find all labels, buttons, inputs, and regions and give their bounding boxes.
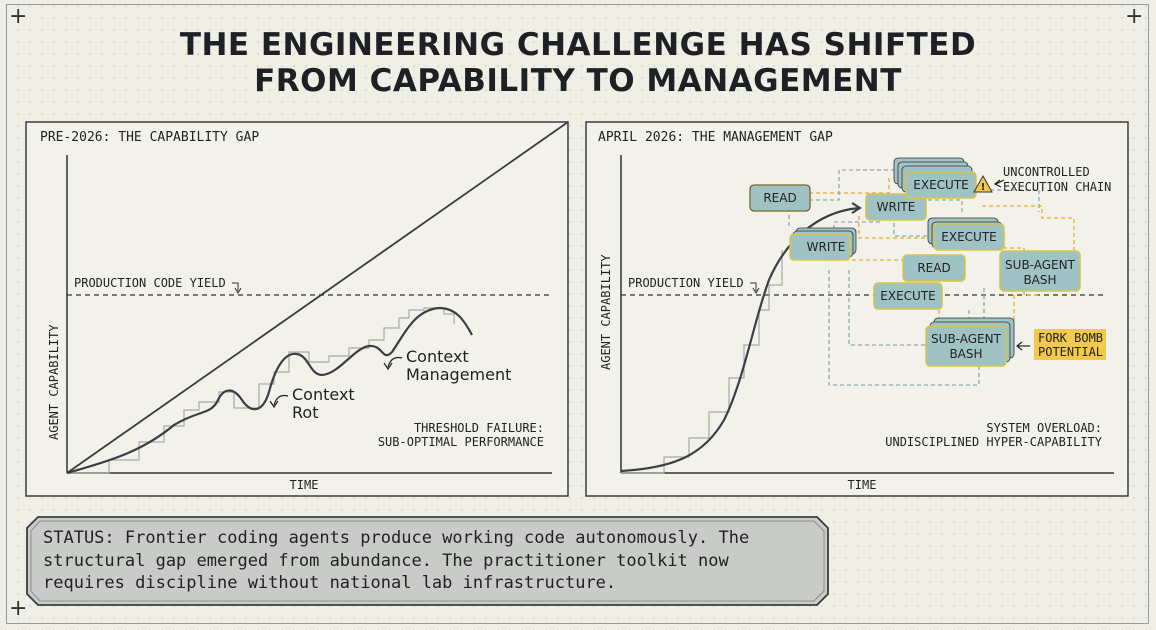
sub-agent-node-2: SUB-AGENT BASH xyxy=(925,317,1015,367)
right-panel: PRODUCTION YIELD READ xyxy=(585,121,1129,497)
y-axis-label: AGENT CAPABILITY xyxy=(599,254,613,370)
sub-optimal-label: SUB-OPTIMAL PERFORMANCE xyxy=(378,435,544,449)
svg-text:WRITE: WRITE xyxy=(877,200,916,214)
page-title-line-1: THE ENGINEERING CHALLENGE HAS SHIFTED xyxy=(179,27,977,63)
capability-curve xyxy=(66,306,473,475)
fork-bomb-highlight xyxy=(1034,329,1106,360)
page-title-line-2: FROM CAPABILITY TO MANAGEMENT xyxy=(254,63,902,99)
fork-bomb-label: FORK BOMB xyxy=(1038,331,1103,345)
hyper-capability-label: UNDISCIPLINED HYPER-CAPABILITY xyxy=(885,435,1103,449)
left-panel-title: PRE-2026: THE CAPABILITY GAP xyxy=(40,130,260,145)
write-node-1: WRITE xyxy=(789,227,857,261)
status-line-3: requires discipline without national lab… xyxy=(43,573,617,593)
status-text: STATUS: Frontier coding agents produce w… xyxy=(43,527,823,595)
svg-text:SUB-AGENT: SUB-AGENT xyxy=(931,332,1002,346)
context-management-label-2: Management xyxy=(406,365,511,384)
system-overload-label: SYSTEM OVERLOAD: xyxy=(986,421,1102,435)
corner-plus-mark: + xyxy=(1125,4,1144,29)
svg-text:READ: READ xyxy=(763,191,796,205)
threshold-failure-label: THRESHOLD FAILURE: xyxy=(414,421,544,435)
status-panel xyxy=(26,516,829,606)
uncontrolled-label: UNCONTROLLED xyxy=(1003,165,1090,179)
status-line-1: STATUS: Frontier coding agents produce w… xyxy=(43,528,750,548)
write-node-2: WRITE xyxy=(865,193,927,221)
corner-plus-mark: + xyxy=(9,596,28,621)
x-axis-label: TIME xyxy=(848,478,877,492)
execute-node-2: EXECUTE xyxy=(927,217,1005,251)
context-rot-label: Context xyxy=(292,385,355,404)
svg-text:EXECUTE: EXECUTE xyxy=(941,230,996,244)
context-management-label: Context xyxy=(406,347,469,366)
svg-text:!: ! xyxy=(981,182,986,193)
execute-node-1: EXECUTE xyxy=(893,157,977,199)
warning-icon: ! xyxy=(973,174,993,193)
status-line-2: structural gap emerged from abundance. T… xyxy=(43,550,729,571)
svg-text:BASH: BASH xyxy=(949,347,982,361)
threshold-label: PRODUCTION YIELD xyxy=(628,276,744,290)
svg-text:EXECUTE: EXECUTE xyxy=(880,289,935,303)
read-node-1: READ xyxy=(749,184,811,212)
execute-node-3: EXECUTE xyxy=(873,282,943,310)
context-management-arrow xyxy=(387,356,403,368)
read-node-2: READ xyxy=(902,254,966,282)
sub-agent-node-1: SUB-AGENT BASH xyxy=(999,250,1081,292)
corner-plus-mark: + xyxy=(9,4,28,29)
execution-chain-label: EXECUTION CHAIN xyxy=(1003,180,1111,194)
svg-text:EXECUTE: EXECUTE xyxy=(913,178,968,192)
context-rot-label-2: Rot xyxy=(292,403,318,422)
x-axis-label: TIME xyxy=(290,478,319,492)
outer-frame xyxy=(6,4,1149,624)
potential-label: POTENTIAL xyxy=(1038,345,1103,359)
capability-diagonal xyxy=(66,121,569,474)
y-axis-label: AGENT CAPABILITY xyxy=(47,324,61,440)
svg-text:WRITE: WRITE xyxy=(807,240,846,254)
left-panel: PRODUCTION CODE YIELD Context Rot Contex… xyxy=(25,121,569,497)
right-panel-title: APRIL 2026: THE MANAGEMENT GAP xyxy=(598,130,833,145)
context-rot-arrow xyxy=(273,394,289,406)
svg-text:SUB-AGENT: SUB-AGENT xyxy=(1005,258,1076,272)
svg-text:READ: READ xyxy=(917,261,950,275)
svg-text:BASH: BASH xyxy=(1023,273,1056,287)
threshold-label: PRODUCTION CODE YIELD xyxy=(74,276,226,290)
